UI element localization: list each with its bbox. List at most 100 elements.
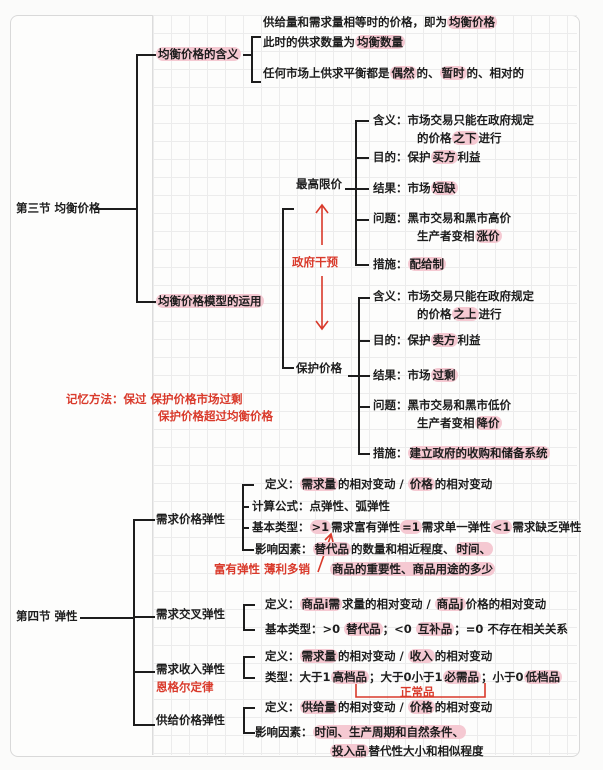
floor-item: 生产者变相 降价	[417, 415, 502, 431]
arrow-down-icon	[315, 276, 329, 331]
text-segment: 利益	[457, 333, 481, 347]
meaning-line: 任何市场上供求平衡都是 偶然 的、 暂时 的、相对的	[263, 65, 524, 81]
meaning-node: 均衡价格的含义	[156, 47, 241, 61]
application-node: 均衡价格模型的运用	[156, 294, 264, 308]
highlighted-text: 建立政府的收购和储备系统	[407, 446, 550, 460]
highlighted-text: 降价	[474, 416, 502, 430]
text-segment: 措施：	[373, 446, 408, 460]
text-segment: ；小于0	[481, 670, 524, 684]
ceiling-item: 结果：市场 短缺	[373, 180, 458, 196]
ceiling-item: 生产者变相 涨价	[417, 228, 502, 244]
text-segment: 含义：市场交易只能在政府规定	[373, 113, 534, 127]
supply-price-item: 定义： 供给量 的相对变动 / 价格 的相对变动	[265, 699, 492, 715]
highlighted-text: <1	[490, 520, 513, 534]
arrow-up-icon	[315, 203, 329, 245]
highlighted-text: 偶然	[389, 66, 417, 80]
highlighted-text: 需求量	[299, 649, 338, 663]
text-segment: 定义：	[265, 477, 300, 491]
highlighted-text: 必需品	[442, 670, 482, 684]
text-segment: 的相对变动 /	[338, 649, 408, 663]
engel-law-note: 恩格尔定律	[156, 680, 214, 694]
intervention-label: 政府干预	[292, 255, 338, 269]
text-segment: 的价格	[417, 307, 452, 321]
text-segment: 定义：	[265, 597, 300, 611]
text-segment: 的数量和相近程度、	[351, 542, 455, 556]
highlighted-text: 短缺	[430, 181, 458, 195]
highlighted-text: 之下	[451, 131, 479, 145]
text-segment: 利益	[457, 150, 481, 164]
text-segment: 基本类型：>0	[265, 622, 345, 636]
highlighted-text: 供给量	[299, 700, 338, 714]
text-segment: 目的：保护	[373, 150, 431, 164]
highlighted-text: 商品i需	[299, 597, 342, 611]
income-item: 类型：大于1 高档品 ；大于0小于1 必需品 ；小于0 低档品	[265, 669, 563, 685]
floor-item: 目的：保护 卖方 利益	[373, 332, 481, 348]
highlighted-text: 买方	[430, 150, 458, 164]
demand-price-node: 需求价格弹性	[156, 512, 225, 526]
text-segment: 需求缺乏弹性	[512, 520, 582, 534]
text-segment: 计算公式：点弹性、弧弹性	[252, 499, 390, 513]
floor-node: 保护价格	[296, 361, 342, 375]
elastic-note: 富有弹性 薄利多销	[214, 562, 311, 576]
text-segment: 的相对变动	[434, 649, 493, 663]
ceiling-node: 最高限价	[296, 177, 342, 191]
floor-item: 含义：市场交易只能在政府规定	[373, 288, 534, 304]
highlighted-text: =1	[400, 520, 422, 534]
text-segment: 的、相对的	[466, 66, 525, 80]
highlighted-text: 商品j	[434, 597, 466, 611]
highlighted-text: >1	[309, 520, 332, 534]
text-segment: ；<0	[382, 622, 416, 636]
text-segment: 问题：黑市交易和黑市高价	[373, 211, 511, 225]
text-segment: 结果：市场	[373, 368, 431, 382]
highlighted-text: 投入品	[330, 744, 369, 758]
text-segment: ；大于0小于1	[369, 670, 443, 684]
floor-item: 的价格 之上 进行	[417, 306, 502, 322]
demand-price-item: 商品的重要性、商品用途的多少	[330, 561, 495, 577]
text-segment: 影响因素：	[255, 725, 313, 739]
ceiling-item: 目的：保护 买方 利益	[373, 149, 481, 165]
highlighted-text: 收入	[407, 649, 435, 663]
text-segment: 的、	[416, 66, 440, 80]
normal-goods-label: 正常品	[400, 685, 435, 699]
highlighted-text: 替代品	[344, 622, 383, 636]
ceiling-item: 措施： 配给制	[373, 256, 446, 272]
text-segment: 进行	[478, 131, 502, 145]
text-segment: 的相对变动	[434, 700, 493, 714]
demand-price-item: 定义： 需求量 的相对变动 / 价格 的相对变动	[265, 476, 492, 492]
cross-node: 需求交叉弹性	[156, 607, 225, 621]
highlighted-text: 互补品	[415, 622, 455, 636]
highlighted-text: 配给制	[407, 257, 446, 271]
income-node: 需求收入弹性	[156, 662, 225, 676]
meaning-line: 供给量和需求量相等时的价格，即为 均衡价格	[263, 14, 497, 30]
demand-price-item: 影响因素： 替代品 的数量和相近程度、 时间、	[255, 541, 493, 557]
demand-price-item: 计算公式：点弹性、弧弹性	[252, 498, 390, 514]
text-segment: 供给量和需求量相等时的价格，即为	[263, 15, 447, 29]
income-item: 定义： 需求量 的相对变动 / 收入 的相对变动	[265, 648, 492, 664]
cross-item: 基本类型：>0 替代品 ；<0 互补品 ；=0 不存在相关关系	[265, 621, 568, 637]
ceiling-item: 含义：市场交易只能在政府规定	[373, 112, 534, 128]
highlighted-text: 时间、生产周期和自然条件、	[312, 725, 466, 739]
demand-price-item: 基本类型： >1 需求富有弹性 =1 需求单一弹性 <1 需求缺乏弹性	[252, 519, 581, 535]
text-segment: 影响因素：	[255, 542, 313, 556]
text-segment: 目的：保护	[373, 333, 431, 347]
text-segment: 价格的相对变动	[465, 597, 547, 611]
highlighted-text: 需求量	[299, 477, 338, 491]
text-segment: 的价格	[417, 131, 452, 145]
highlighted-text: 均衡数量	[355, 35, 405, 49]
floor-item: 措施： 建立政府的收购和储备系统	[373, 445, 550, 461]
text-segment: 定义：	[265, 700, 300, 714]
cross-item: 定义： 商品i需 求量的相对变动 / 商品j 价格的相对变动	[265, 596, 546, 612]
memory-tip: 记忆方法：保过 保护价格市场过剩	[66, 392, 243, 406]
highlighted-text: 商品的重要性、商品用途的多少	[330, 562, 495, 576]
section4-title: 第四节 弹性	[16, 609, 78, 623]
text-segment: 生产者变相	[417, 416, 475, 430]
supply-price-item: 投入品 替代性大小和相似程度	[330, 743, 484, 759]
text-segment: 类型：大于1	[265, 670, 331, 684]
text-segment: 需求富有弹性	[331, 520, 401, 534]
text-segment: 求量的相对变动 /	[341, 597, 435, 611]
highlighted-text: 低档品	[523, 670, 563, 684]
floor-item: 结果：市场 过剩	[373, 367, 458, 383]
text-segment: ；=0 不存在相关关系	[454, 622, 568, 636]
supply-price-item: 影响因素： 时间、生产周期和自然条件、	[255, 724, 466, 740]
ceiling-item: 的价格 之下 进行	[417, 130, 502, 146]
